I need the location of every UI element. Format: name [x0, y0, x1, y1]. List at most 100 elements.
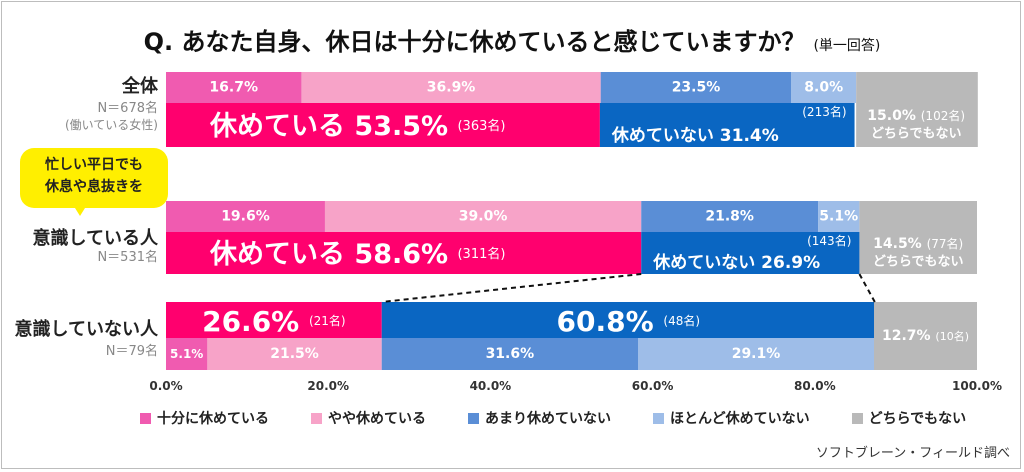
group-label-all: 全体	[122, 76, 158, 97]
connector-left	[381, 273, 642, 303]
legend-swatch-neither	[851, 412, 863, 424]
rested-value-g2: 26.6%	[202, 305, 309, 338]
bar-somewhat-g2	[207, 338, 382, 370]
legend-label-not-at-all: ほとんど休めていない	[670, 411, 810, 427]
value-label-not_really-g2: 31.6%	[486, 346, 535, 362]
rested-value-g1: 58.6%	[354, 239, 457, 270]
legend-item-very: 十分に休めている	[140, 408, 269, 428]
rested-n-g2: (21名)	[309, 313, 346, 328]
value-label-neither-g0: 15.0% (102名)	[867, 108, 965, 124]
bar-rested-total-g0	[166, 103, 600, 147]
bar-rested-total-g1	[166, 232, 642, 274]
legend: 十分に休めている やや休めている あまり休めていない ほとんど休めていない どち…	[140, 408, 1008, 428]
not-rested-value-g1: 26.9%	[761, 253, 820, 273]
x-tick-5: 100.0%	[952, 379, 1002, 393]
rested-n-g1: (311名)	[457, 246, 505, 262]
rested-value-g0: 53.5%	[354, 111, 457, 142]
rested-total-label-g0: 休めている 53.5% (363名)	[209, 111, 505, 142]
bar-somewhat-g0	[301, 72, 601, 103]
rested-n-g0: (363名)	[457, 118, 505, 134]
value-label-neither-g2: 12.7% (10名)	[882, 328, 969, 344]
value-label-very-g1: 19.6%	[221, 209, 270, 225]
group-n-unconscious: N＝79名	[105, 344, 158, 359]
value-label-not_at_all-g2: 29.1%	[732, 346, 781, 362]
source-note: ソフトブレーン・フィールド調べ	[815, 446, 1010, 461]
bar-not_really-g2	[381, 338, 639, 370]
x-tick-2: 40.0%	[470, 379, 512, 393]
not-rested-text-g0: 休めていない	[611, 125, 720, 146]
title-main: Q. あなた自身、休日は十分に休めていると感じていますか？	[143, 28, 806, 56]
value-label-very-g2: 5.1%	[170, 347, 203, 361]
value-label-not_really-g1: 21.8%	[705, 209, 754, 225]
bar-rested-total-g2	[166, 302, 382, 338]
x-tick-4: 80.0%	[794, 379, 836, 393]
bar-neither-g2	[874, 302, 977, 370]
callout-bubble	[20, 148, 168, 208]
value-label-not_at_all-g1: 5.1%	[819, 209, 858, 225]
rested-text-g1: 休めている	[209, 239, 354, 270]
bar-not-rested-total-g0	[599, 103, 855, 147]
group-n-all: N＝678名	[97, 101, 158, 116]
rested-total-label-g1: 休めている 58.6% (311名)	[209, 239, 505, 270]
group-label-conscious: 意識している人	[32, 228, 158, 249]
bar-not-rested-total-g2	[381, 302, 875, 338]
callout-line-2: 休息や息抜きを	[45, 179, 143, 195]
connector-right	[858, 273, 876, 303]
x-tick-0: 0.0%	[149, 379, 182, 393]
bar-not_really-g1	[641, 201, 819, 232]
value-label-neither-g1: 14.5% (77名)	[873, 236, 963, 252]
bar-very-g2	[166, 338, 208, 370]
legend-swatch-very	[140, 412, 151, 424]
callout-tail	[70, 200, 90, 216]
legend-item-neither: どちらでもない	[851, 408, 967, 428]
value-label-not_at_all-g0: 8.0%	[804, 80, 843, 96]
chart-title: Q. あなた自身、休日は十分に休めていると感じていますか？ (単一回答)	[0, 22, 1024, 57]
legend-item-somewhat: やや休めている	[311, 408, 426, 428]
rested-total-label-g2: 26.6% (21名)	[202, 305, 346, 338]
bar-not_at_all-g1	[818, 201, 860, 232]
not-rested-text-g1: 休めていない	[652, 252, 761, 273]
title-note: (単一回答)	[813, 38, 881, 54]
legend-swatch-not-really	[468, 412, 479, 424]
legend-label-neither: どちらでもない	[868, 411, 967, 427]
bar-not_really-g0	[600, 72, 792, 103]
neither-n-g2: (10名)	[935, 329, 969, 343]
bar-neither-g1	[859, 201, 977, 274]
not-rested-total-label-g0: 休めていない 31.4%	[611, 125, 779, 146]
not-rested-total-label-g2: 60.8% (48名)	[557, 305, 701, 338]
rested-text-g0: 休めている	[209, 111, 354, 142]
neither-n-g1: (77名)	[927, 236, 964, 251]
x-tick-1: 20.0%	[307, 379, 349, 393]
group-label-unconscious: 意識していない人	[14, 319, 158, 340]
bar-very-g0	[166, 72, 302, 103]
value-label-somewhat-g2: 21.5%	[270, 346, 319, 362]
not-rested-n-g1: (143名)	[807, 233, 851, 248]
legend-swatch-somewhat	[311, 412, 322, 424]
not-rested-n-g2: (48名)	[663, 313, 700, 328]
not-rested-value-g0: 31.4%	[720, 126, 779, 146]
x-tick-3: 60.0%	[632, 379, 674, 393]
bar-not-rested-total-g1	[641, 232, 860, 274]
bar-somewhat-g1	[324, 201, 642, 232]
not-rested-n-g0: (213名)	[802, 104, 846, 119]
neither-text-g0: どちらでもない	[871, 127, 962, 142]
bar-not_at_all-g2	[638, 338, 875, 370]
value-label-somewhat-g0: 36.9%	[427, 80, 476, 96]
callout-text: 忙しい平日でも 休息や息抜きを	[20, 154, 168, 198]
bar-neither-g0	[856, 72, 978, 147]
value-label-somewhat-g1: 39.0%	[459, 209, 508, 225]
legend-swatch-not-at-all	[653, 412, 664, 424]
neither-text-g1: どちらでもない	[873, 255, 964, 270]
bar-not_at_all-g0	[791, 72, 857, 103]
group-note-all: (働いている女性)	[64, 118, 158, 132]
value-label-not_really-g0: 23.5%	[672, 80, 721, 96]
callout-line-1: 忙しい平日でも	[45, 157, 143, 173]
legend-item-not-at-all: ほとんど休めていない	[653, 408, 810, 428]
not-rested-total-label-g1: 休めていない 26.9%	[652, 252, 820, 273]
not-rested-value-g2: 60.8%	[557, 305, 664, 338]
legend-label-not-really: あまり休めていない	[485, 411, 611, 427]
legend-label-very: 十分に休めている	[157, 411, 269, 427]
legend-label-somewhat: やや休めている	[328, 411, 426, 427]
